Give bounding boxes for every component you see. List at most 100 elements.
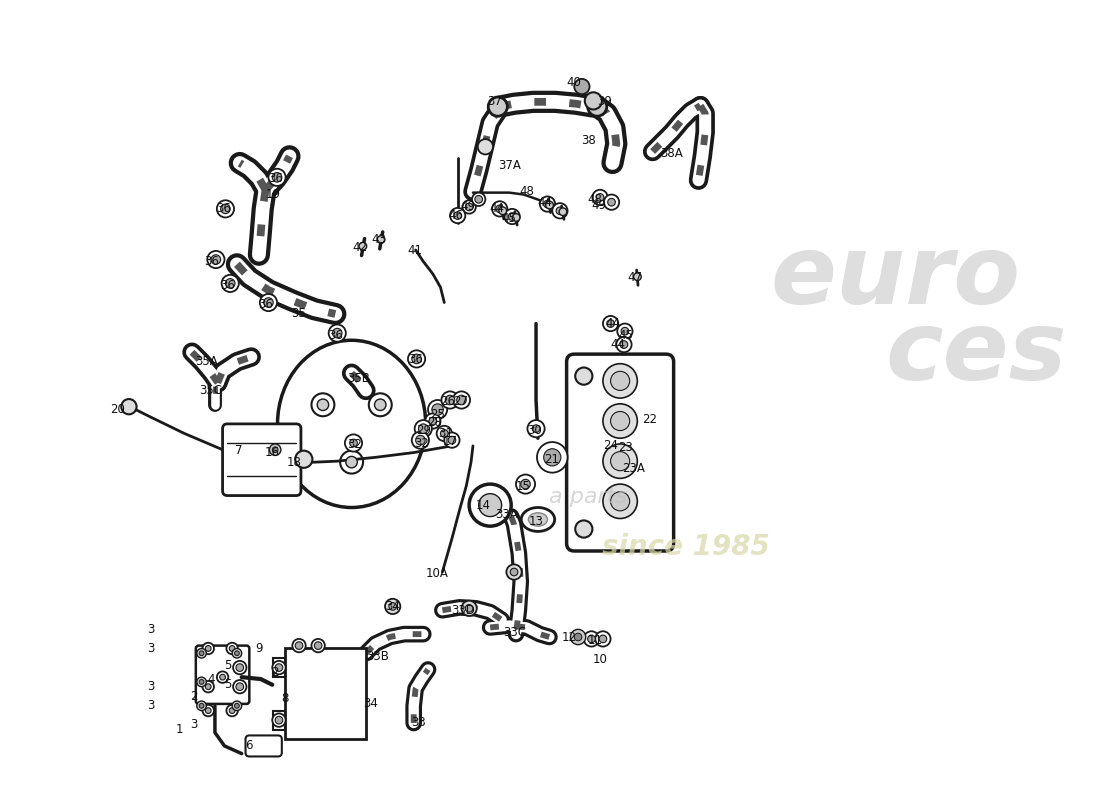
Circle shape xyxy=(603,404,637,438)
Text: 30: 30 xyxy=(527,424,541,437)
Circle shape xyxy=(537,442,568,473)
Bar xyxy=(273,658,285,677)
Circle shape xyxy=(426,414,440,429)
Circle shape xyxy=(232,649,242,658)
Circle shape xyxy=(453,391,470,409)
FancyBboxPatch shape xyxy=(222,424,301,495)
Text: 3: 3 xyxy=(190,718,198,731)
Text: 28: 28 xyxy=(427,417,442,430)
Text: 34: 34 xyxy=(385,600,400,613)
Circle shape xyxy=(206,684,211,690)
Circle shape xyxy=(444,433,460,448)
Text: 35: 35 xyxy=(292,307,307,321)
Circle shape xyxy=(454,212,462,219)
Circle shape xyxy=(469,484,512,526)
Circle shape xyxy=(233,661,246,674)
Circle shape xyxy=(317,399,329,410)
Circle shape xyxy=(505,209,520,224)
Circle shape xyxy=(513,214,520,222)
Circle shape xyxy=(199,703,204,708)
Circle shape xyxy=(587,97,607,116)
Circle shape xyxy=(389,602,396,610)
Text: 45: 45 xyxy=(618,329,634,342)
Text: 3: 3 xyxy=(147,623,155,636)
Circle shape xyxy=(429,418,437,425)
Circle shape xyxy=(217,200,234,218)
Circle shape xyxy=(499,207,507,214)
Circle shape xyxy=(477,139,493,154)
Text: 37A: 37A xyxy=(498,159,520,172)
Text: 48: 48 xyxy=(519,185,534,198)
Text: 41: 41 xyxy=(407,245,422,258)
Text: 36: 36 xyxy=(268,172,284,185)
Text: 38: 38 xyxy=(581,134,596,146)
Circle shape xyxy=(385,598,400,614)
Text: 2: 2 xyxy=(190,690,198,702)
Text: 35B: 35B xyxy=(346,373,370,386)
Text: 1: 1 xyxy=(176,723,184,736)
Text: 33C: 33C xyxy=(504,626,527,638)
Circle shape xyxy=(233,680,246,694)
Circle shape xyxy=(311,394,334,416)
Circle shape xyxy=(340,450,363,474)
Circle shape xyxy=(603,444,637,478)
Circle shape xyxy=(520,479,530,489)
Circle shape xyxy=(264,298,273,307)
Circle shape xyxy=(199,651,204,656)
Text: 13: 13 xyxy=(529,515,543,528)
Text: 3: 3 xyxy=(147,642,155,655)
Circle shape xyxy=(448,436,455,444)
Circle shape xyxy=(465,203,473,210)
Text: since 1985: since 1985 xyxy=(602,533,770,561)
Text: 36: 36 xyxy=(205,255,220,268)
Circle shape xyxy=(202,681,215,693)
Text: 36: 36 xyxy=(216,202,231,215)
Text: 46: 46 xyxy=(449,209,463,222)
Circle shape xyxy=(600,635,607,642)
Text: 21: 21 xyxy=(543,453,559,466)
Text: 18: 18 xyxy=(287,456,301,469)
Circle shape xyxy=(465,605,473,612)
Circle shape xyxy=(315,642,322,650)
Text: 47: 47 xyxy=(627,271,642,284)
Ellipse shape xyxy=(521,507,554,531)
Circle shape xyxy=(610,371,629,390)
Text: 36: 36 xyxy=(220,279,234,292)
Circle shape xyxy=(293,639,306,652)
Circle shape xyxy=(472,193,485,206)
Text: 33: 33 xyxy=(411,715,426,729)
Text: 32: 32 xyxy=(346,438,362,451)
Circle shape xyxy=(527,420,544,438)
Circle shape xyxy=(234,703,240,708)
FancyBboxPatch shape xyxy=(245,735,282,757)
Circle shape xyxy=(488,97,507,116)
Circle shape xyxy=(273,661,286,674)
Text: ces: ces xyxy=(886,307,1067,400)
Text: 26: 26 xyxy=(441,395,455,409)
Circle shape xyxy=(197,649,207,658)
Text: 49: 49 xyxy=(461,201,475,214)
Text: 10: 10 xyxy=(593,654,607,666)
Text: euro: euro xyxy=(770,230,1021,323)
Text: 23A: 23A xyxy=(623,462,645,475)
Circle shape xyxy=(202,705,215,716)
Circle shape xyxy=(332,328,342,338)
Text: 33D: 33D xyxy=(451,604,475,617)
Text: 17: 17 xyxy=(442,434,458,447)
Circle shape xyxy=(229,646,235,651)
Circle shape xyxy=(575,521,593,538)
Circle shape xyxy=(510,568,518,576)
Circle shape xyxy=(532,425,540,433)
Text: 45: 45 xyxy=(502,212,517,225)
Text: 36: 36 xyxy=(258,298,273,311)
Text: 44: 44 xyxy=(490,202,504,215)
FancyBboxPatch shape xyxy=(566,354,673,551)
Circle shape xyxy=(584,631,600,646)
Text: 27: 27 xyxy=(453,395,468,409)
Circle shape xyxy=(496,205,504,213)
Circle shape xyxy=(270,444,280,455)
Circle shape xyxy=(620,341,628,348)
Circle shape xyxy=(428,400,448,419)
Circle shape xyxy=(234,651,240,656)
Text: 39: 39 xyxy=(597,95,613,108)
